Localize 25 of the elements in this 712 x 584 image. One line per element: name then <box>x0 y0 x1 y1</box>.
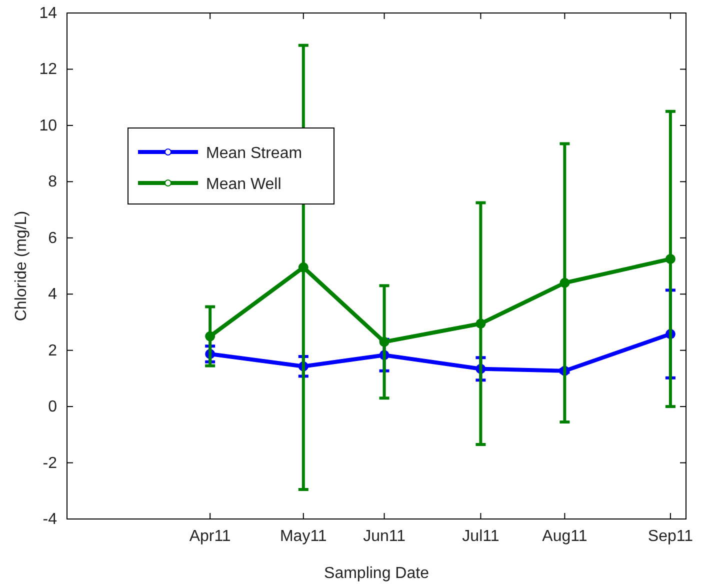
x-tick-label: Aug11 <box>542 528 588 545</box>
y-tick-label: 6 <box>48 230 58 247</box>
y-tick-label: 2 <box>48 342 58 360</box>
x-tick-label: May11 <box>280 528 327 545</box>
point <box>560 278 570 288</box>
x-axis-title: Sampling Date <box>324 565 430 582</box>
y-tick-label: 12 <box>39 61 58 78</box>
x-tick-label: Jul11 <box>462 528 500 545</box>
legend-label: Mean Well <box>206 176 282 193</box>
point <box>476 318 486 329</box>
y-tick-label: 0 <box>48 398 58 416</box>
y-tick-label: -4 <box>42 511 58 528</box>
x-tick-label: Apr11 <box>189 528 231 545</box>
legend-label: Mean Stream <box>206 145 302 162</box>
y-tick-label: 8 <box>48 174 58 191</box>
point <box>298 262 308 272</box>
y-tick-label: 10 <box>39 117 58 134</box>
y-tick-label: 4 <box>48 286 58 304</box>
y-tick-label: 14 <box>39 5 58 22</box>
x-tick-label: Jun11 <box>363 528 406 545</box>
point <box>665 254 676 264</box>
y-axis-title: Chloride (mg/L) <box>13 210 30 322</box>
y-tick-label: -2 <box>42 454 58 472</box>
point <box>205 331 216 342</box>
x-tick-label: Sep11 <box>648 528 694 545</box>
